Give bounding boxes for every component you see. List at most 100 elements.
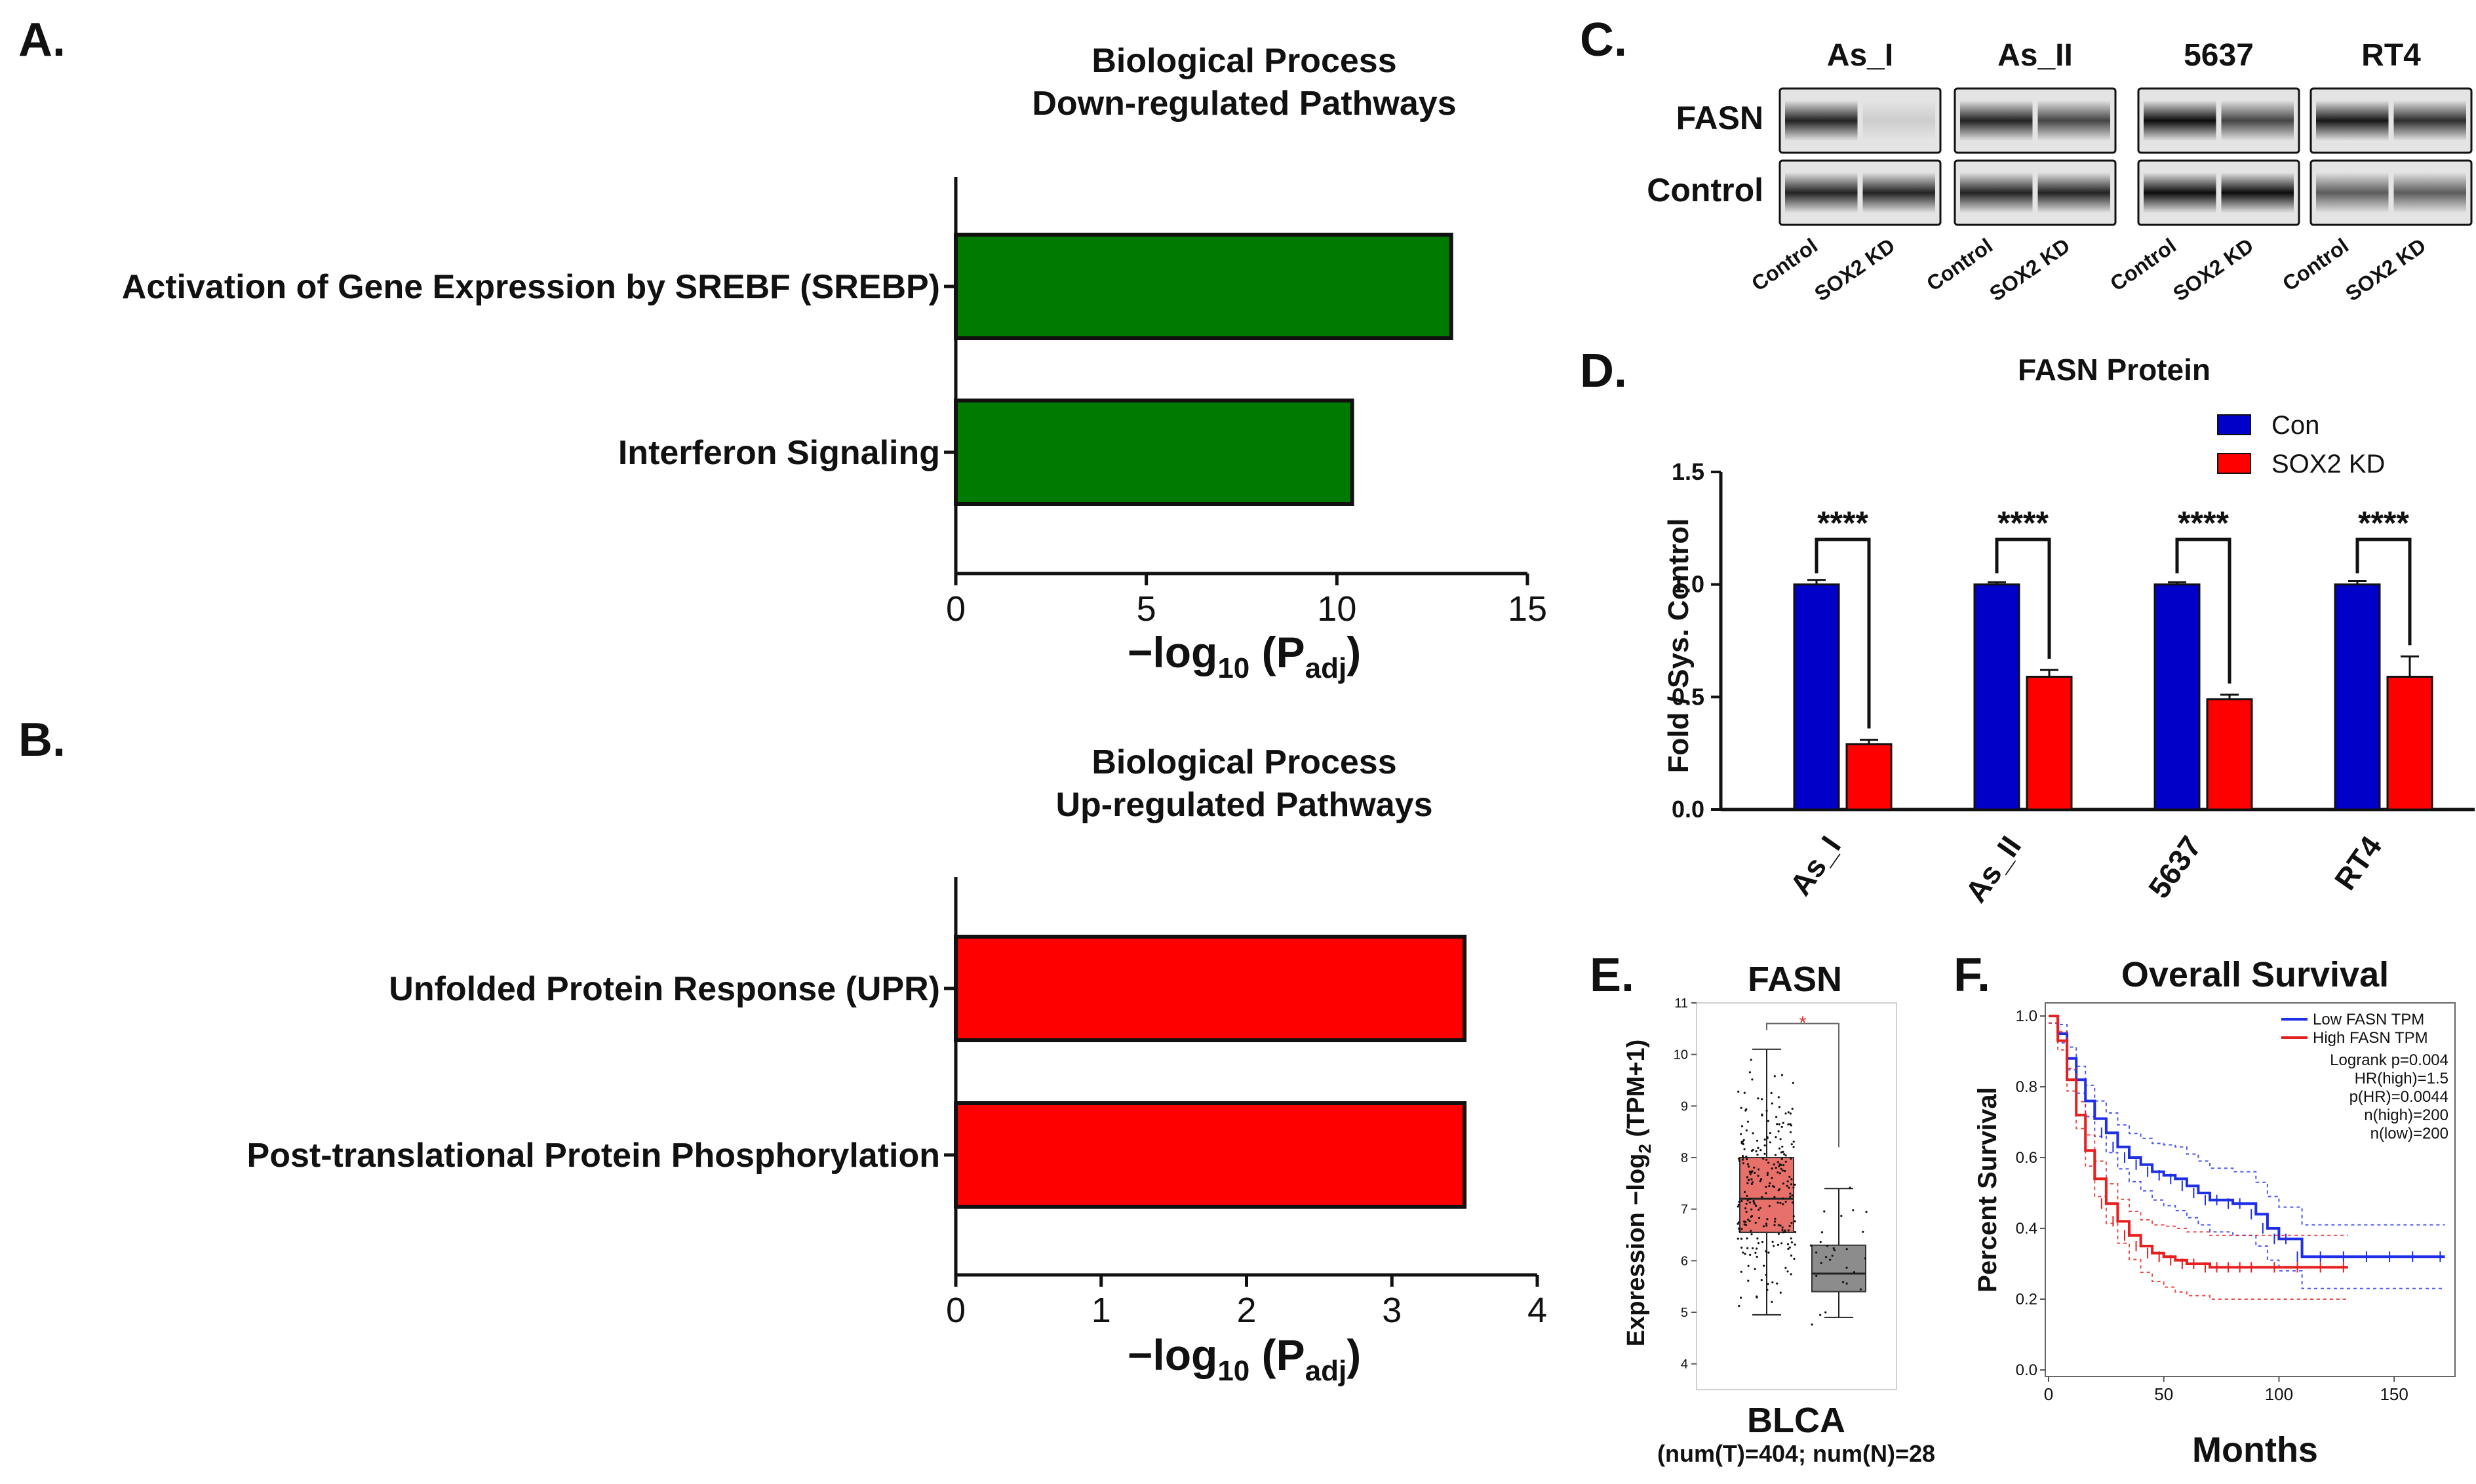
chart-e-point xyxy=(1775,1167,1777,1169)
chart-d-bar xyxy=(2153,583,2201,811)
chart-e-point xyxy=(1771,1281,1774,1283)
chart-e-point xyxy=(1752,1132,1754,1135)
chart-e-point xyxy=(1778,1188,1781,1190)
chart-b-xtick-label: 1 xyxy=(1091,1291,1111,1330)
chart-e-point xyxy=(1771,1102,1773,1104)
chart-e-point xyxy=(1741,1158,1744,1161)
chart-e-point xyxy=(1742,1162,1744,1165)
legend-label-con: Con xyxy=(2271,411,2319,440)
chart-e-point xyxy=(1744,1220,1747,1223)
chart-e-point xyxy=(1771,1167,1773,1170)
chart-e-ytick-label: 10 xyxy=(1674,1048,1688,1063)
chart-e-point xyxy=(1763,1152,1766,1155)
chart-e-point xyxy=(1779,1224,1782,1227)
chart-e-note: (num(T)=404; num(N)=28 xyxy=(1657,1440,1935,1467)
chart-f-ci-line xyxy=(2049,1022,2445,1289)
chart-e-point xyxy=(1767,1120,1769,1122)
chart-e-point xyxy=(1790,1273,1792,1276)
chart-e-point xyxy=(1784,1230,1786,1233)
chart-e-point xyxy=(1792,1215,1795,1218)
xlabel-p: (P xyxy=(1249,1331,1305,1379)
chart-d: FASN Protein Con SOX2 KD Fold / Sys. Con… xyxy=(1662,353,2475,908)
blot-group-label: As_II xyxy=(1997,38,2073,73)
chart-e-point xyxy=(1790,1143,1793,1146)
chart-b-xtick-label: 3 xyxy=(1382,1291,1402,1330)
panel-label-f: F. xyxy=(1954,949,1990,1002)
chart-e-point xyxy=(1750,1150,1753,1152)
chart-e-point xyxy=(1833,1249,1836,1251)
chart-e-point xyxy=(1757,1175,1759,1177)
chart-e-point xyxy=(1862,1230,1864,1233)
chart-e-point xyxy=(1777,1224,1780,1226)
chart-e-ytick-label: 7 xyxy=(1681,1203,1688,1217)
chart-f-legend-label: Low FASN TPM xyxy=(2313,1011,2424,1028)
chart-e-point xyxy=(1775,1116,1778,1118)
chart-e-point xyxy=(1766,1171,1769,1174)
chart-e-point xyxy=(1779,1138,1782,1141)
chart-e-point xyxy=(1777,1161,1779,1163)
chart-e-point xyxy=(1784,1160,1787,1163)
chart-b-title-line1: Biological Process xyxy=(1091,743,1396,781)
chart-e-ytick-label: 5 xyxy=(1681,1306,1688,1320)
chart-e-point xyxy=(1748,1071,1751,1074)
chart-e-point xyxy=(1784,1154,1787,1157)
chart-e-point xyxy=(1740,1125,1744,1127)
chart-e-point xyxy=(1819,1241,1822,1243)
chart-e-point xyxy=(1768,1205,1771,1207)
chart-e-point xyxy=(1782,1150,1784,1153)
chart-e-point xyxy=(1811,1323,1813,1326)
chart-e-point xyxy=(1742,1139,1745,1141)
chart-e-point xyxy=(1809,1244,1812,1247)
chart-e-point xyxy=(1749,1198,1752,1200)
chart-e-point xyxy=(1756,1154,1759,1156)
chart-e-point xyxy=(1782,1182,1784,1185)
chart-e-point xyxy=(1742,1156,1744,1159)
chart-e-point xyxy=(1766,1173,1769,1176)
chart-e-point xyxy=(1756,1237,1759,1240)
chart-e-point xyxy=(1746,1158,1748,1161)
chart-d-bar xyxy=(2026,675,2073,811)
chart-e-point xyxy=(1781,1226,1784,1229)
blot-row-label: Control xyxy=(1647,172,1763,208)
chart-e-xlabel: BLCA xyxy=(1747,1401,1845,1440)
blot-band xyxy=(2037,100,2110,141)
chart-b-bar xyxy=(954,1101,1467,1209)
chart-e-point xyxy=(1767,1251,1770,1254)
chart-d-category-label: RT4 xyxy=(2328,830,2389,896)
chart-e-point xyxy=(1740,1106,1742,1109)
chart-a: Biological Process Down-regulated Pathwa… xyxy=(122,42,1547,684)
chart-e-point xyxy=(1765,1186,1767,1188)
chart-b-category-label: Unfolded Protein Response (UPR) xyxy=(389,970,940,1008)
chart-e-point xyxy=(1773,1245,1775,1247)
blot-band xyxy=(1785,172,1858,213)
chart-f-legend-label: High FASN TPM xyxy=(2313,1029,2428,1047)
chart-e-point xyxy=(1773,1075,1776,1078)
chart-e-point xyxy=(1840,1215,1843,1217)
blot-band xyxy=(2144,172,2216,213)
chart-f-ytick-label: 1.0 xyxy=(2016,1007,2037,1025)
chart-e-point xyxy=(1763,1138,1766,1141)
chart-e-point xyxy=(1790,1254,1793,1257)
chart-e-point xyxy=(1775,1136,1777,1139)
chart-e-point xyxy=(1789,1192,1792,1195)
chart-e-point xyxy=(1778,1172,1781,1175)
blot-band xyxy=(1785,100,1858,141)
chart-e-point xyxy=(1792,1141,1795,1143)
chart-e-point xyxy=(1750,1178,1753,1181)
chart-e-point xyxy=(1759,1178,1763,1181)
chart-e-point xyxy=(1842,1281,1845,1283)
chart-e-ylabel-main: Expression −log xyxy=(1622,1154,1650,1347)
chart-e-title: FASN xyxy=(1748,960,1842,999)
chart-a-xlabel: −log10 (Padj) xyxy=(1128,628,1361,684)
chart-e-point xyxy=(1765,1192,1767,1195)
chart-e-point xyxy=(1773,1220,1777,1223)
chart-e-point xyxy=(1781,1169,1784,1172)
blot-row-label: FASN xyxy=(1676,100,1763,136)
chart-e-point xyxy=(1755,1150,1758,1152)
chart-d-sig-bracket xyxy=(1815,537,1871,729)
chart-e-point xyxy=(1789,1112,1792,1115)
chart-b-xlabel: −log10 (Padj) xyxy=(1128,1331,1361,1387)
xlabel-close: ) xyxy=(1346,628,1361,676)
chart-e-point xyxy=(1740,1228,1743,1230)
